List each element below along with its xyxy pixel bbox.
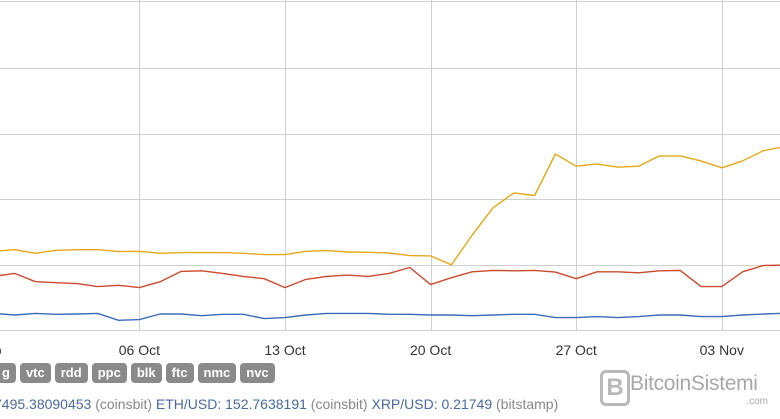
series-line-2 (0, 312, 780, 321)
x-tick-label-2: 13 Oct (264, 342, 305, 358)
btc-price-source: (coinsbit) (95, 396, 153, 412)
coin-tag-vtc[interactable]: vtc (19, 363, 51, 383)
coin-tag-ppc[interactable]: ppc (91, 363, 127, 383)
chart-grid (0, 0, 780, 331)
bitcoin-logo-icon: B (600, 370, 630, 406)
eth-price-label: ETH/USD: (155, 396, 222, 412)
eth-price-value: 152.7638191 (225, 396, 307, 412)
eth-price-source: (coinsbit) (310, 396, 368, 412)
series-line-1 (0, 264, 780, 289)
x-tick-label-1: 06 Oct (119, 342, 160, 358)
x-axis-tick-labels: ep 06 Oct 13 Oct 20 Oct 27 Oct 03 Nov (0, 342, 744, 358)
x-tick-label-0: ep (0, 342, 2, 358)
bitcoinsistemi-watermark: B BitcoinSistemi .com (600, 368, 772, 412)
xrp-price-value: 0.21749 (441, 396, 493, 412)
coin-tag-rdd[interactable]: rdd (54, 363, 88, 383)
coin-tag-nvc[interactable]: nvc (240, 363, 275, 383)
x-tick-label-4: 27 Oct (556, 342, 597, 358)
coin-tag-nmc[interactable]: nmc (197, 363, 237, 383)
xrp-price-label: XRP/USD: (371, 396, 438, 412)
xrp-price-source: (bitstamp) (496, 396, 559, 412)
price-ticker: 7495.38090453 (coinsbit) ETH/USD: 152.76… (0, 395, 558, 413)
x-tick-label-3: 20 Oct (410, 342, 451, 358)
chart-series (0, 146, 780, 321)
coin-tag-bar: g vtc rdd ppc blk ftc nmc nvc (0, 362, 275, 384)
coin-tag-g[interactable]: g (0, 363, 16, 383)
watermark-domain: .com (746, 396, 768, 407)
series-line-0 (0, 146, 780, 266)
btc-price-value: 7495.38090453 (0, 396, 92, 412)
coin-tag-ftc[interactable]: ftc (165, 363, 194, 383)
watermark-name: BitcoinSistemi (630, 372, 758, 395)
price-chart: ep 06 Oct 13 Oct 20 Oct 27 Oct 03 Nov (0, 0, 780, 358)
x-tick-label-5: 03 Nov (700, 342, 744, 358)
coin-tag-blk[interactable]: blk (130, 363, 162, 383)
